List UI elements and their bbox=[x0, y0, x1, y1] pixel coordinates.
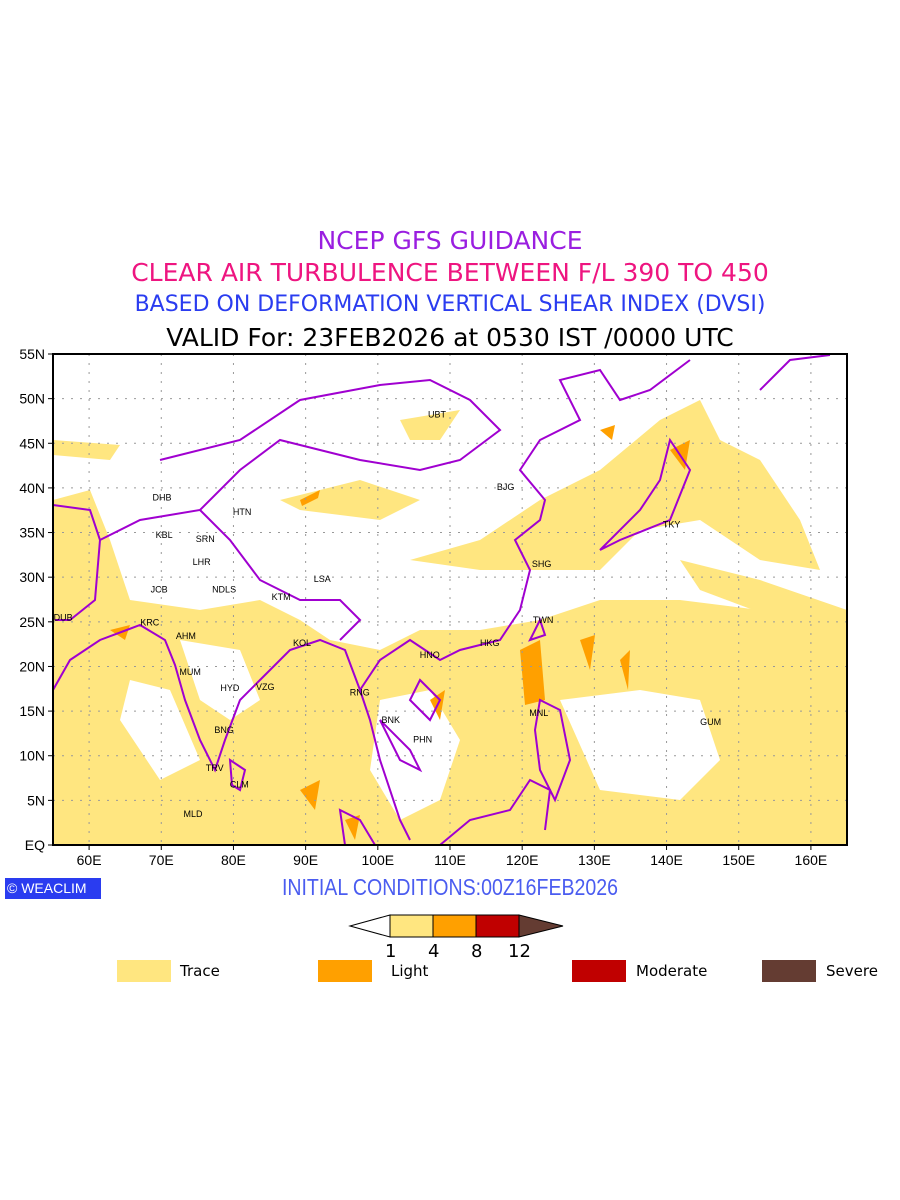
title-valid-time: VALID For: 23FEB2026 at 0530 IST /0000 U… bbox=[166, 323, 734, 352]
brand-text: WEACLIM bbox=[21, 880, 87, 896]
legend-swatch-trace bbox=[117, 960, 171, 982]
lat-tick-label: 10N bbox=[19, 748, 45, 764]
lon-tick-label: 100E bbox=[361, 852, 394, 868]
legend-swatch-light bbox=[318, 960, 372, 982]
weaclim-logo: © WEACLIM bbox=[5, 878, 101, 899]
legend-swatch-moderate bbox=[572, 960, 626, 982]
city-label: TKY bbox=[663, 520, 681, 530]
colorbar-tick: 4 bbox=[428, 941, 440, 962]
title-method: BASED ON DEFORMATION VERTICAL SHEAR INDE… bbox=[134, 292, 766, 317]
city-label: TRV bbox=[206, 763, 224, 773]
city-label: HKG bbox=[480, 638, 500, 648]
coastlines-borders bbox=[52, 354, 831, 846]
colorbar-box-light bbox=[432, 914, 477, 938]
colorbar-above-arrow bbox=[518, 914, 564, 938]
legend-label-light: Light bbox=[391, 962, 429, 980]
legend-label-moderate: Moderate bbox=[636, 962, 708, 980]
title-model: NCEP GFS GUIDANCE bbox=[317, 226, 583, 255]
city-label: NDLS bbox=[212, 585, 236, 595]
lon-tick-label: 160E bbox=[795, 852, 828, 868]
colorbar-box-trace bbox=[389, 914, 434, 938]
city-label: HYD bbox=[220, 683, 240, 693]
lat-tick-label: 45N bbox=[19, 435, 45, 451]
lat-tick-label: 55N bbox=[19, 346, 45, 362]
lon-tick-label: 60E bbox=[77, 852, 102, 868]
colorbar-tick: 8 bbox=[471, 941, 483, 962]
city-label: GUM bbox=[700, 717, 721, 727]
lat-tick-label: 25N bbox=[19, 614, 45, 630]
city-label: KBL bbox=[156, 530, 173, 540]
colorbar-tick: 12 bbox=[508, 941, 531, 962]
lat-tick-label: 15N bbox=[19, 703, 45, 719]
lon-tick-label: 150E bbox=[722, 852, 755, 868]
title-product: CLEAR AIR TURBULENCE BETWEEN F/L 390 TO … bbox=[131, 258, 769, 287]
city-label: UBT bbox=[428, 410, 447, 420]
lat-tick-label: 50N bbox=[19, 391, 45, 407]
city-label: CLM bbox=[230, 779, 249, 789]
city-label: PHN bbox=[413, 735, 432, 745]
city-label: SHG bbox=[532, 559, 552, 569]
city-label: MLD bbox=[184, 809, 204, 819]
colorbar bbox=[348, 914, 564, 938]
city-label: HTN bbox=[233, 507, 252, 517]
initial-conditions: INITIAL CONDITIONS:00Z16FEB2026 bbox=[281, 874, 619, 900]
city-label: BNK bbox=[382, 715, 401, 725]
city-label: TWN bbox=[533, 615, 554, 625]
legend-label-trace: Trace bbox=[180, 962, 220, 980]
lon-tick-label: 70E bbox=[149, 852, 174, 868]
city-label: VZG bbox=[256, 682, 275, 692]
lat-tick-label: 40N bbox=[19, 480, 45, 496]
lon-tick-label: 80E bbox=[221, 852, 246, 868]
lon-tick-label: 130E bbox=[578, 852, 611, 868]
lat-tick-label: 5N bbox=[27, 792, 45, 808]
city-label: KOL bbox=[293, 638, 311, 648]
city-label: KTM bbox=[272, 592, 291, 602]
city-label: HNO bbox=[420, 650, 440, 660]
city-label: JCB bbox=[151, 585, 168, 595]
colorbar-box-moderate bbox=[475, 914, 520, 938]
city-label: KRC bbox=[140, 618, 160, 628]
city-label: LSA bbox=[314, 574, 331, 584]
city-label: RNG bbox=[350, 687, 370, 697]
lat-tick-label: EQ bbox=[25, 837, 45, 853]
legend-swatch-severe bbox=[762, 960, 816, 982]
lon-tick-label: 140E bbox=[650, 852, 683, 868]
city-label: SRN bbox=[196, 534, 215, 544]
city-label: LHR bbox=[193, 557, 212, 567]
city-label: BNG bbox=[214, 725, 234, 735]
turbulence-fill bbox=[53, 400, 847, 845]
city-label: DUB bbox=[54, 612, 73, 622]
lon-tick-label: 110E bbox=[434, 852, 466, 868]
colorbar-below-arrow bbox=[348, 914, 391, 938]
city-label: DHB bbox=[152, 493, 171, 503]
legend-label-severe: Severe bbox=[826, 962, 878, 980]
axis-ticks: 60E 70E 80E 90E 100E 110E 120E 130E 140E 150E 160E… bbox=[19, 346, 827, 868]
city-label: MNL bbox=[529, 708, 548, 718]
graticule bbox=[53, 354, 847, 845]
city-labels: UBT BJG TKY SHG TWN HKG HNO MNL GUM RNG BNK PHN DHB H… bbox=[54, 410, 721, 819]
colorbar-tick: 1 bbox=[385, 941, 397, 962]
lon-tick-label: 90E bbox=[293, 852, 318, 868]
lat-tick-label: 35N bbox=[19, 525, 45, 541]
lat-tick-label: 20N bbox=[19, 658, 45, 674]
city-label: BJG bbox=[497, 482, 515, 492]
lon-tick-label: 120E bbox=[506, 852, 539, 868]
city-label: AHM bbox=[176, 631, 196, 641]
lat-tick-label: 30N bbox=[19, 569, 45, 585]
city-label: MUM bbox=[179, 667, 201, 677]
